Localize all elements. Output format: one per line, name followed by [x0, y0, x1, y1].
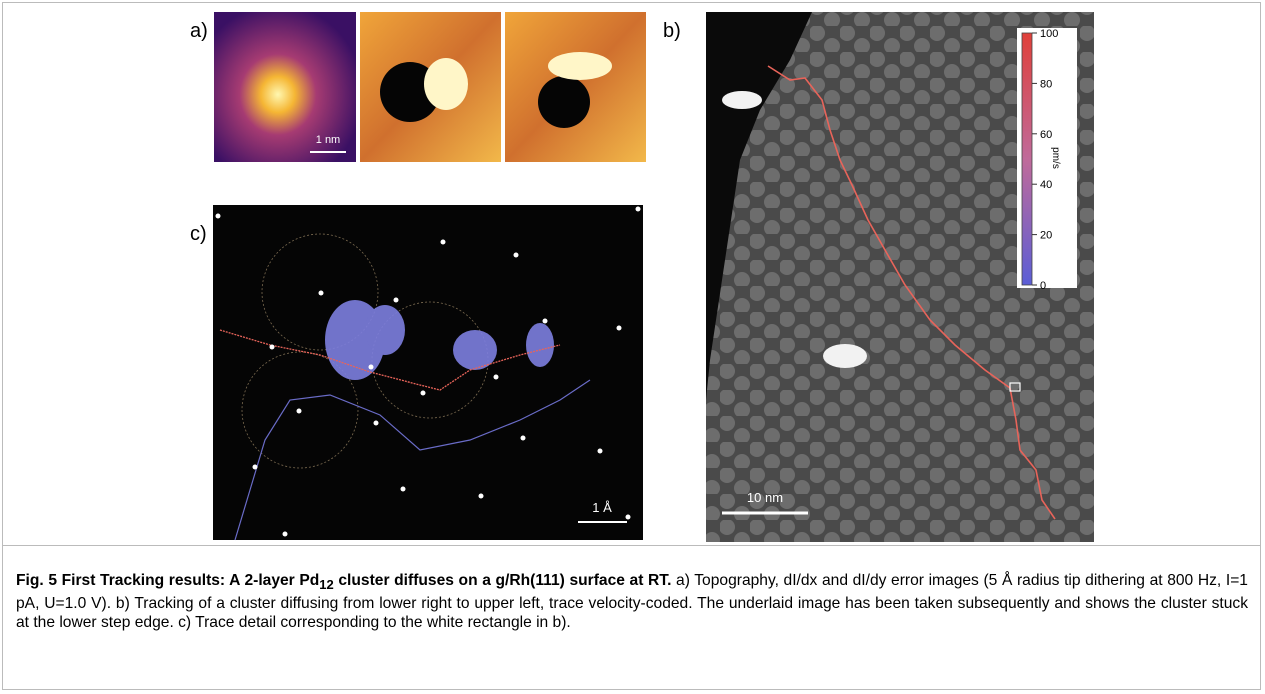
scalebar-label: 10 nm: [747, 490, 783, 505]
trace-blue: [234, 379, 591, 541]
caption-title: Fig. 5 First Tracking results: A 2-layer…: [16, 572, 672, 593]
caption: Fig. 5 First Tracking results: A 2-layer…: [16, 571, 1248, 632]
caption-title-part: Fig. 5 First Tracking results: A 2-layer…: [16, 572, 320, 589]
trace: [767, 65, 1056, 520]
subscript: 12: [319, 577, 334, 593]
colorbar-tick-label: 100: [1040, 28, 1058, 40]
panel-label: b): [663, 20, 681, 42]
detail-rectangle: [1009, 382, 1021, 392]
bright-lobe: [424, 58, 468, 110]
trace-red: [219, 329, 561, 391]
cluster: [823, 344, 867, 368]
figure: a) 1 nm b) pm/s 100 80 60 40 20 0 10 nm c) 1 …: [190, 12, 1094, 542]
colorbar-tick-label: 40: [1040, 179, 1052, 191]
bright-lobe: [548, 52, 612, 80]
colorbar-tick-label: 80: [1040, 78, 1052, 90]
dark-lobe: [538, 76, 590, 128]
colorbar-tick-label: 60: [1040, 129, 1052, 141]
colorbar-tick-label: 20: [1040, 230, 1052, 242]
colorbar-ticks: 100 80 60 40 20 0: [1032, 28, 1058, 292]
colorbar: [1021, 32, 1033, 286]
caption-title-part: cluster diffuses on a g/Rh(111) surface …: [333, 572, 672, 589]
colorbar-label: pm/s: [1050, 147, 1061, 169]
divider: [2, 545, 1261, 546]
lattice-dots: [215, 206, 641, 537]
cluster: [722, 91, 762, 109]
topography-image: [214, 12, 356, 162]
scalebar-label: 1 nm: [316, 134, 340, 146]
panel-label: a): [190, 20, 208, 42]
scalebar-label: 1 Å: [592, 500, 612, 515]
lower-terrace: [706, 12, 812, 400]
panel-label: c): [190, 223, 207, 245]
trace-cloud: [325, 300, 554, 380]
trace-detail-image: [213, 205, 643, 540]
colorbar-tick-label: 0: [1040, 280, 1046, 292]
caption-text: a) Topography, dI/dx and dI/dy error ima…: [16, 572, 1248, 632]
